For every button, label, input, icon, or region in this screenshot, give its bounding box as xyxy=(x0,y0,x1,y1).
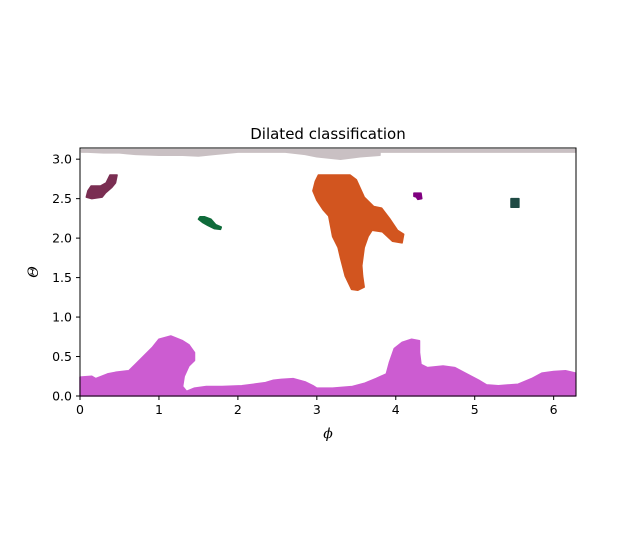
region-6 xyxy=(79,335,577,397)
region-5 xyxy=(510,197,520,209)
y-tick-label: 2.0 xyxy=(52,231,72,246)
x-tick-label: 0 xyxy=(76,402,84,417)
x-axis-label: ϕ xyxy=(323,426,333,442)
y-tick-label: 1.0 xyxy=(52,310,72,325)
x-tick-label: 3 xyxy=(313,402,321,417)
y-tick-label: 0.5 xyxy=(52,349,72,364)
region-1 xyxy=(85,174,118,200)
region-2 xyxy=(197,216,223,231)
plot-frame xyxy=(79,147,577,397)
y-tick-label: 1.5 xyxy=(52,270,72,285)
x-tick-label: 2 xyxy=(234,402,242,417)
classification-regions xyxy=(79,148,577,397)
y-tick-label: 2.5 xyxy=(52,191,72,206)
x-tick-label: 1 xyxy=(155,402,163,417)
y-tick-label: 0.0 xyxy=(52,389,72,404)
x-tick-label: 5 xyxy=(471,402,479,417)
chart-title: Dilated classification xyxy=(250,125,406,143)
y-axis-ticks: 0.0 0.5 1.0 1.5 2.0 2.5 3.0 xyxy=(52,152,80,404)
region-4 xyxy=(413,192,423,201)
y-tick-label: 3.0 xyxy=(52,152,72,167)
x-tick-label: 4 xyxy=(392,402,400,417)
region-0 xyxy=(80,148,577,160)
y-axis-label: Θ xyxy=(26,266,42,278)
region-3 xyxy=(312,174,405,291)
x-tick-label: 6 xyxy=(550,402,558,417)
x-axis-ticks: 0 1 2 3 4 5 6 xyxy=(76,396,558,417)
